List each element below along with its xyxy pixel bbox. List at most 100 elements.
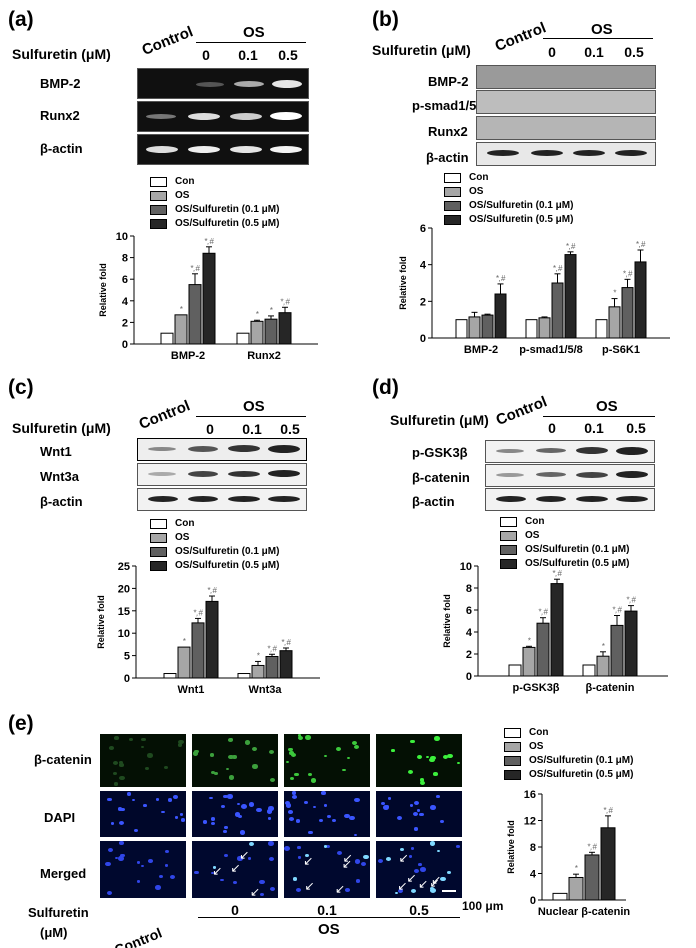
cell-nucleus — [237, 856, 243, 861]
significance-marker: *,# — [552, 569, 562, 578]
cell-nucleus — [268, 856, 274, 861]
os-line-b — [543, 38, 653, 39]
row-label-d-2: β-actin — [412, 494, 455, 509]
bar — [525, 319, 538, 339]
conc-label-a-0: 0 — [202, 47, 210, 63]
sulfuretin-label-b: Sulfuretin (μM) — [372, 42, 471, 58]
legend-a-1: OS — [150, 190, 189, 201]
significance-marker: *,# — [623, 269, 633, 278]
cell-nucleus — [291, 753, 296, 758]
cell-nucleus — [120, 807, 125, 812]
cell-nucleus — [155, 885, 162, 891]
cell-nucleus — [120, 853, 125, 858]
chart-d: 0 2 4 6 8 10 Relative fold * *,# *,# p-GSK3β * *,# *,… — [442, 561, 668, 694]
significance-marker: * — [613, 289, 617, 298]
y-tick-label: 2 — [466, 649, 472, 661]
cell-nucleus — [308, 830, 313, 835]
cell-nucleus — [119, 763, 124, 767]
bar — [481, 314, 494, 339]
cell-nucleus — [292, 877, 297, 881]
cell-nucleus — [349, 815, 356, 821]
cell-nucleus — [290, 777, 295, 781]
cell-nucleus — [164, 766, 169, 770]
y-tick-label: 2 — [122, 317, 128, 329]
row-label-b-1: p-smad1/5/8 — [412, 98, 488, 113]
cell-nucleus — [410, 739, 415, 744]
bar — [265, 655, 279, 679]
row-label-b-3: β-actin — [426, 150, 469, 165]
cell-nucleus — [194, 870, 199, 875]
cell-nucleus — [137, 861, 141, 865]
bar — [202, 252, 216, 345]
cell-nucleus — [297, 855, 302, 859]
bar — [508, 664, 522, 677]
cell-nucleus — [289, 816, 294, 821]
cell-nucleus — [118, 807, 123, 811]
significance-marker: *,# — [626, 596, 636, 605]
gel-blot-a-runx2 — [137, 101, 309, 132]
sulfuretin-label-c: Sulfuretin (μM) — [12, 420, 111, 436]
significance-marker: *,# — [612, 606, 622, 615]
conc-label-c-1: 0.1 — [242, 421, 262, 437]
legend-e-2: OS/Sulfuretin (0.1 μM) — [504, 755, 633, 766]
significance-marker: *,# — [280, 297, 290, 306]
cell-nucleus — [144, 766, 150, 771]
cell-nucleus — [288, 810, 293, 814]
os-label-b: OS — [591, 21, 613, 38]
cell-nucleus — [353, 833, 357, 837]
y-tick-label: 12 — [524, 816, 536, 828]
chart-c: 0 5 10 15 20 25 Relative fold * *,# *,# Wnt1 * *,# *,… — [96, 561, 320, 696]
arrow-icon: ↙ — [304, 878, 315, 893]
cell-nucleus — [134, 828, 139, 832]
y-tick-label: 0 — [124, 673, 130, 685]
cell-nucleus — [410, 847, 414, 850]
row-label-b-0: BMP-2 — [428, 74, 469, 89]
bar — [624, 610, 638, 677]
cell-nucleus — [260, 893, 264, 897]
significance-marker: * — [255, 310, 259, 319]
cell-nucleus — [413, 811, 419, 817]
conc-label-c-0: 0 — [206, 421, 214, 437]
wb-blot-b-bmp2 — [476, 65, 656, 89]
cell-nucleus — [360, 861, 367, 867]
cell-nucleus — [227, 738, 233, 743]
bar — [455, 319, 468, 339]
cell-nucleus — [305, 735, 311, 740]
legend-b-3: OS/Sulfuretin (0.5 μM) — [444, 214, 573, 225]
cell-nucleus — [297, 846, 301, 849]
cell-nucleus — [420, 778, 425, 782]
cell-nucleus — [170, 874, 176, 880]
wb-blot-c-bactin — [137, 488, 307, 511]
conc-label-b-0: 0 — [548, 44, 556, 60]
cell-nucleus — [249, 841, 255, 846]
cell-nucleus — [269, 777, 276, 783]
conc-label-a-2: 0.5 — [278, 47, 298, 63]
cell-nucleus — [321, 791, 326, 795]
cell-nucleus — [446, 753, 453, 759]
wb-blot-b-bactin — [476, 142, 656, 166]
bar — [522, 646, 536, 677]
panel-letter-a: (a) — [8, 8, 34, 31]
cell-nucleus — [430, 888, 437, 894]
cell-nucleus — [270, 887, 276, 892]
os-label-e: OS — [318, 921, 340, 938]
os-line-d — [543, 416, 655, 417]
cell-nucleus — [212, 866, 217, 870]
cell-nucleus — [413, 801, 419, 806]
cell-nucleus — [354, 745, 360, 750]
bar — [160, 332, 174, 345]
panel-letter-b: (b) — [372, 8, 399, 31]
cell-nucleus — [292, 794, 297, 799]
cell-nucleus — [294, 772, 299, 777]
y-tick-label: 8 — [530, 842, 536, 854]
cell-nucleus — [210, 817, 216, 821]
significance-marker: *,# — [538, 608, 548, 617]
legend-b-0: Con — [444, 172, 488, 183]
cell-nucleus — [227, 794, 234, 799]
cell-nucleus — [391, 749, 395, 752]
cell-nucleus — [269, 749, 275, 754]
cell-nucleus — [161, 810, 165, 814]
row-label-e-0: β-catenin — [34, 752, 92, 767]
bar — [536, 622, 550, 677]
